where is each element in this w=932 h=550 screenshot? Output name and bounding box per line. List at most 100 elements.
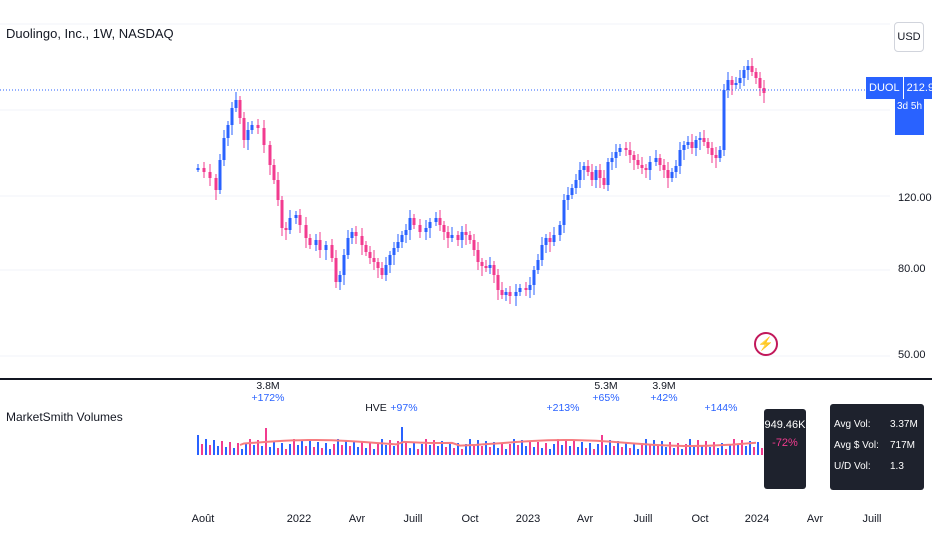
volume-bar <box>393 446 395 455</box>
volume-bar <box>641 444 643 455</box>
volume-bar <box>485 441 487 455</box>
volume-bar <box>753 447 755 455</box>
volume-bar <box>649 445 651 455</box>
candle-body <box>674 166 678 172</box>
volume-bar <box>561 445 563 455</box>
volume-bar <box>529 441 531 455</box>
candle-body <box>268 145 272 165</box>
volume-bar <box>637 449 639 455</box>
stat-row-avg-dollar-vol: Avg $ Vol: 717M <box>834 440 916 451</box>
flash-icon[interactable]: ⚡ <box>754 332 778 356</box>
candle-body <box>476 250 480 262</box>
candle-body <box>590 172 594 180</box>
volume-average-line <box>239 439 757 447</box>
volume-bar <box>197 435 199 455</box>
chart-title: Duolingo, Inc., 1W, NASDAQ <box>6 26 174 41</box>
volume-bar <box>213 440 215 455</box>
volume-annotation: +144% <box>704 402 738 414</box>
volume-bar <box>673 448 675 455</box>
volume-bar <box>537 442 539 455</box>
candle-body <box>446 232 450 238</box>
last-volume-badge: 949.46K -72% <box>764 409 806 489</box>
volume-bar <box>685 444 687 455</box>
candle-body <box>496 275 500 290</box>
volume-bars <box>197 427 763 455</box>
volume-bar <box>665 447 667 455</box>
volume-bar <box>273 442 275 455</box>
volume-bar <box>309 441 311 455</box>
x-tick: Avr <box>348 513 366 525</box>
stat-row-ud-vol: U/D Vol: 1.3 <box>834 461 904 472</box>
candle-body <box>304 225 308 238</box>
volume-bar <box>629 448 631 455</box>
last-volume-pct: -72% <box>772 437 798 449</box>
volume-bar <box>333 444 335 455</box>
candle-body <box>710 148 714 155</box>
volume-bar <box>481 446 483 455</box>
volume-bar <box>733 439 735 455</box>
chart-grid <box>0 23 890 357</box>
candle-body <box>342 255 346 275</box>
candle-body <box>654 158 658 162</box>
candle-body <box>450 235 454 238</box>
volume-bar <box>369 443 371 455</box>
volume-bar <box>601 435 603 455</box>
volume-bar <box>461 449 463 455</box>
volume-indicator-title[interactable]: MarketSmith Volumes <box>6 410 123 424</box>
candle-body <box>658 158 662 165</box>
volume-bar <box>557 439 559 455</box>
volume-bar <box>533 447 535 455</box>
volume-bar <box>433 440 435 455</box>
candle-body <box>372 258 376 262</box>
volume-bar <box>257 440 259 455</box>
x-tick: Avr <box>806 513 824 525</box>
volume-bar <box>205 439 207 455</box>
x-tick: Juill <box>403 513 423 525</box>
candle-body <box>234 100 238 108</box>
currency-button[interactable]: USD <box>894 22 924 52</box>
volume-bar <box>221 441 223 455</box>
candle-body <box>662 165 666 170</box>
volume-bar <box>465 444 467 455</box>
candle-body <box>468 235 472 240</box>
volume-annotation: 3.9M +42% <box>650 380 678 404</box>
volume-bar <box>233 448 235 455</box>
volume-bar <box>425 439 427 455</box>
candle-body <box>464 232 468 235</box>
candle-body <box>670 172 674 178</box>
volume-bar <box>605 445 607 455</box>
volume-bar <box>573 441 575 455</box>
volume-bar <box>429 445 431 455</box>
volume-bar <box>593 449 595 455</box>
candle-body <box>226 125 230 138</box>
candle-body <box>702 138 706 142</box>
x-tick: Juill <box>633 513 653 525</box>
volume-bar <box>701 446 703 455</box>
x-tick: Juill <box>862 513 882 525</box>
candle-body <box>524 288 528 290</box>
x-tick: 2023 <box>515 513 541 525</box>
candle-body <box>404 230 408 235</box>
volume-bar <box>253 445 255 455</box>
volume-bar <box>261 446 263 455</box>
volume-bar <box>445 447 447 455</box>
volume-bar <box>321 448 323 455</box>
volume-bar <box>209 445 211 455</box>
last-volume-value: 949.46K <box>764 419 806 431</box>
volume-bar <box>381 439 383 455</box>
candle-body <box>618 148 622 152</box>
volume-bar <box>385 445 387 455</box>
volume-bar <box>625 442 627 455</box>
candle-body <box>442 225 446 232</box>
volume-bar <box>453 448 455 455</box>
candle-body <box>242 118 246 140</box>
bar-countdown: 3d 5h <box>895 99 924 135</box>
candle-body <box>718 150 722 158</box>
candle-body <box>598 170 602 178</box>
volume-annotation: 3.8M +172% <box>251 380 285 404</box>
candle-body <box>324 245 328 250</box>
candle-body <box>640 165 644 168</box>
volume-bar <box>613 446 615 455</box>
candle-body <box>686 142 690 145</box>
